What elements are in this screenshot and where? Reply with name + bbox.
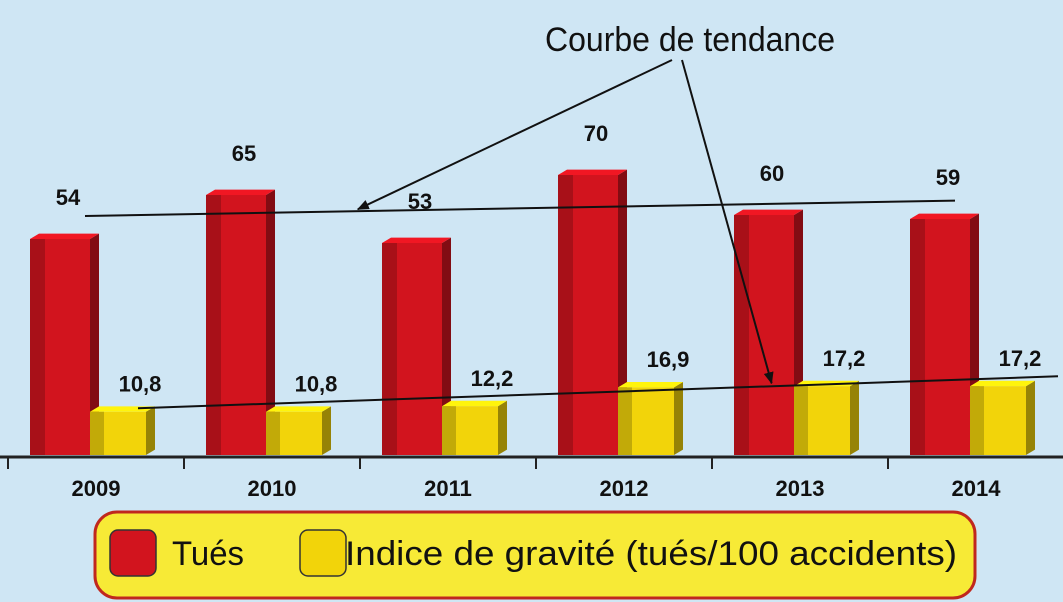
data-label: 54	[56, 185, 81, 210]
bar-shade	[910, 219, 925, 455]
bar-top	[558, 169, 627, 175]
annotation-arrow	[356, 59, 673, 211]
bar-shade	[734, 215, 749, 455]
data-label: 10,8	[119, 372, 162, 397]
legend-label: Indice de gravité (tués/100 accidents)	[345, 535, 957, 573]
plot-area: 20095410,820106510,820115312,220127016,9…	[0, 121, 1063, 501]
x-tick-label: 2011	[424, 476, 472, 501]
bar-side	[674, 382, 683, 455]
legend-swatch	[109, 529, 157, 577]
bar-side	[1026, 380, 1035, 455]
bar-side	[498, 400, 507, 455]
data-label: 65	[232, 141, 256, 166]
x-tick-label: 2014	[952, 476, 1002, 501]
bar-top	[970, 380, 1035, 387]
trend-line	[84, 199, 956, 218]
bar-shade	[558, 175, 573, 455]
bar-shade	[90, 411, 104, 455]
annotation: Courbe de tendance	[545, 21, 835, 59]
bar-shade	[206, 195, 221, 455]
x-tick-label: 2010	[248, 476, 297, 501]
bar-side	[266, 189, 275, 455]
bar-top	[618, 382, 683, 388]
x-tick-label: 2009	[72, 476, 121, 501]
bar-shade	[794, 386, 808, 455]
annotation-arrow	[681, 59, 774, 385]
x-tick-label: 2013	[776, 476, 825, 501]
bar-top	[266, 406, 331, 412]
data-label: 16,9	[647, 347, 690, 372]
bar-top	[382, 237, 451, 243]
bar-shade	[266, 411, 280, 455]
bar-shade	[30, 239, 45, 455]
bar-top	[442, 400, 507, 407]
x-tick-label: 2012	[600, 476, 649, 501]
data-label: 12,2	[471, 366, 514, 391]
bar-top	[30, 233, 99, 239]
bar-side	[322, 406, 331, 455]
legend-label: Tués	[172, 535, 244, 573]
bar-top	[206, 189, 275, 195]
legend-swatch	[299, 529, 347, 577]
bar-side	[850, 380, 859, 455]
data-label: 17,2	[823, 346, 866, 371]
bar-shade	[970, 386, 984, 455]
bar-side	[442, 237, 451, 455]
data-label: 17,2	[999, 346, 1042, 371]
data-label: 60	[760, 161, 784, 186]
bar-shade	[382, 243, 397, 455]
legend: Tués Indice de gravité (tués/100 accident…	[93, 510, 977, 600]
data-label: 59	[936, 165, 960, 190]
data-label: 10,8	[295, 372, 338, 397]
bar-top	[910, 213, 979, 219]
bar-top	[734, 209, 803, 215]
data-label: 70	[584, 121, 608, 146]
trend-line	[137, 375, 1059, 410]
bar-side	[146, 406, 155, 455]
bar-shade	[442, 406, 456, 455]
bar-side	[90, 233, 99, 455]
bar-shade	[618, 387, 632, 455]
